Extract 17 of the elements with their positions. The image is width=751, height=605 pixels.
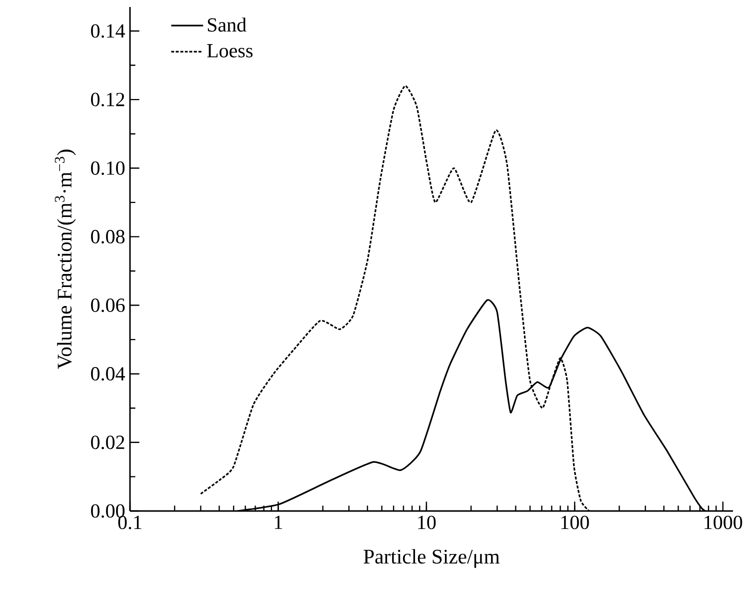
y-tick-label: 0.06	[91, 298, 125, 312]
x-tick-label: 1000	[704, 516, 742, 530]
y-tick-label: 0.08	[91, 230, 125, 244]
y-tick-label: 0.12	[91, 92, 124, 106]
y-tick-label: 0.10	[91, 161, 125, 175]
x-tick-label: 10	[418, 516, 436, 530]
x-tick-label: 100	[561, 516, 589, 530]
x-axis-title: Particle Size/μm	[364, 549, 500, 568]
legend-label: Loess	[207, 44, 253, 58]
y-tick-label: 0.04	[91, 367, 125, 381]
x-tick-label: 1	[274, 516, 282, 529]
y-axis-title: Volume Fraction/(m$^{3}$·m$^{−3}$)	[54, 150, 76, 369]
y-tick-label: 0.00	[91, 504, 125, 518]
y-tick-label: 0.02	[91, 436, 124, 450]
legend-label: Sand	[208, 18, 246, 32]
y-tick-label: 0.14	[91, 24, 125, 38]
x-tick-label: 0.1	[118, 516, 142, 530]
